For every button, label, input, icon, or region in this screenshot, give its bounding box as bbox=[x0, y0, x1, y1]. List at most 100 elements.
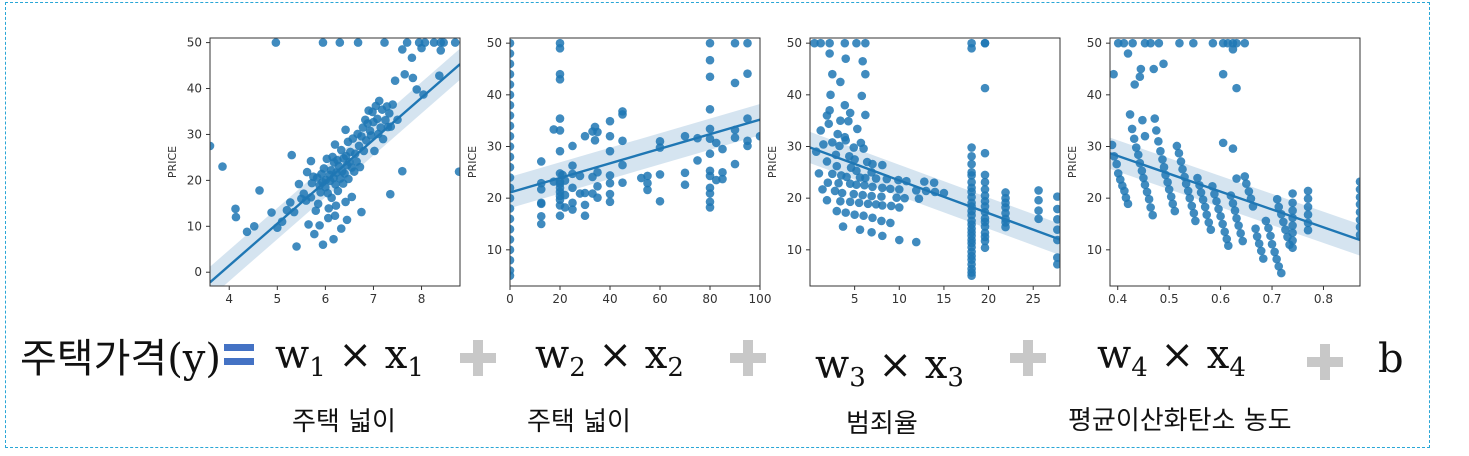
data-point bbox=[911, 237, 921, 247]
data-point bbox=[980, 148, 990, 158]
data-point bbox=[335, 38, 345, 47]
data-point bbox=[655, 196, 665, 206]
data-point bbox=[833, 129, 842, 139]
data-point bbox=[967, 152, 976, 161]
data-point bbox=[555, 211, 565, 221]
data-point bbox=[1034, 206, 1043, 215]
data-point bbox=[1208, 38, 1218, 48]
data-point bbox=[510, 173, 515, 182]
data-point bbox=[929, 178, 939, 187]
data-point bbox=[886, 184, 895, 194]
data-point bbox=[1131, 143, 1141, 152]
data-point bbox=[376, 123, 385, 132]
x-tick-label: 100 bbox=[749, 292, 772, 306]
data-point bbox=[347, 192, 357, 202]
data-point bbox=[510, 152, 515, 162]
y-axis-label: PRICE bbox=[766, 146, 779, 178]
data-point bbox=[555, 114, 565, 123]
data-point bbox=[1240, 172, 1250, 181]
data-point bbox=[330, 140, 340, 149]
data-point bbox=[1138, 115, 1147, 125]
data-point bbox=[510, 59, 515, 69]
data-point bbox=[1274, 202, 1284, 212]
data-point bbox=[580, 211, 590, 221]
data-point bbox=[580, 200, 590, 210]
data-point bbox=[1110, 69, 1118, 79]
data-point bbox=[845, 197, 855, 207]
data-point bbox=[1142, 187, 1152, 197]
data-point bbox=[841, 54, 851, 63]
data-point bbox=[828, 69, 837, 79]
x-tick-label: 4 bbox=[225, 292, 233, 306]
data-point bbox=[310, 229, 319, 239]
data-point bbox=[980, 243, 990, 253]
data-point bbox=[378, 134, 388, 144]
data-point bbox=[1355, 177, 1360, 186]
data-point bbox=[1189, 38, 1198, 48]
data-point bbox=[1355, 185, 1360, 194]
data-point bbox=[510, 255, 515, 265]
data-point bbox=[840, 38, 850, 48]
term-2: w2 × x2 bbox=[535, 332, 684, 383]
feature-symbol: x bbox=[384, 332, 408, 378]
data-point bbox=[1218, 219, 1227, 229]
data-point bbox=[536, 219, 546, 229]
data-point bbox=[1252, 232, 1262, 241]
data-point bbox=[267, 208, 276, 217]
data-point bbox=[705, 38, 715, 48]
data-point bbox=[871, 174, 881, 183]
data-point bbox=[1001, 222, 1010, 232]
data-point bbox=[618, 110, 627, 119]
data-point bbox=[593, 127, 602, 137]
data-point bbox=[1222, 234, 1232, 244]
data-point bbox=[593, 168, 602, 177]
data-point bbox=[398, 166, 407, 176]
data-point bbox=[1288, 236, 1297, 245]
data-point bbox=[568, 183, 577, 193]
data-point bbox=[1053, 253, 1060, 262]
data-point bbox=[568, 141, 577, 151]
data-point bbox=[593, 181, 602, 191]
data-point bbox=[319, 164, 329, 173]
data-point bbox=[350, 149, 360, 159]
data-point bbox=[1355, 200, 1360, 209]
data-point bbox=[838, 222, 848, 231]
data-point bbox=[845, 108, 855, 118]
y-tick-label: 30 bbox=[1087, 140, 1102, 154]
data-point bbox=[711, 138, 721, 148]
data-point bbox=[822, 111, 832, 120]
data-point bbox=[643, 178, 652, 188]
data-point bbox=[705, 203, 715, 212]
data-point bbox=[342, 215, 352, 225]
data-point bbox=[605, 171, 615, 180]
x-tick-label: 6 bbox=[322, 292, 330, 306]
data-point bbox=[705, 171, 715, 181]
data-point bbox=[1238, 236, 1248, 246]
data-point bbox=[1127, 124, 1137, 134]
data-point bbox=[336, 224, 346, 233]
plot-area bbox=[810, 38, 1060, 280]
data-point bbox=[1240, 38, 1250, 48]
data-point bbox=[894, 235, 904, 245]
data-point bbox=[1193, 173, 1202, 183]
data-point bbox=[861, 110, 870, 120]
y-tick-label: 50 bbox=[1087, 36, 1102, 50]
data-point bbox=[1144, 194, 1154, 204]
data-point bbox=[618, 136, 627, 146]
data-point bbox=[894, 185, 904, 194]
data-point bbox=[743, 69, 752, 78]
data-point bbox=[1200, 202, 1210, 212]
data-point bbox=[1288, 221, 1297, 230]
data-point bbox=[331, 201, 341, 210]
dashed-frame bbox=[5, 2, 1430, 448]
data-point bbox=[1288, 243, 1297, 253]
data-point bbox=[454, 167, 460, 176]
data-point bbox=[832, 161, 842, 171]
data-point bbox=[878, 231, 887, 241]
data-point bbox=[1355, 222, 1360, 232]
regression-line bbox=[510, 118, 760, 194]
data-point bbox=[878, 183, 887, 193]
data-point bbox=[967, 143, 976, 152]
x-tick-label: 5 bbox=[851, 292, 859, 306]
data-point bbox=[1139, 173, 1148, 183]
